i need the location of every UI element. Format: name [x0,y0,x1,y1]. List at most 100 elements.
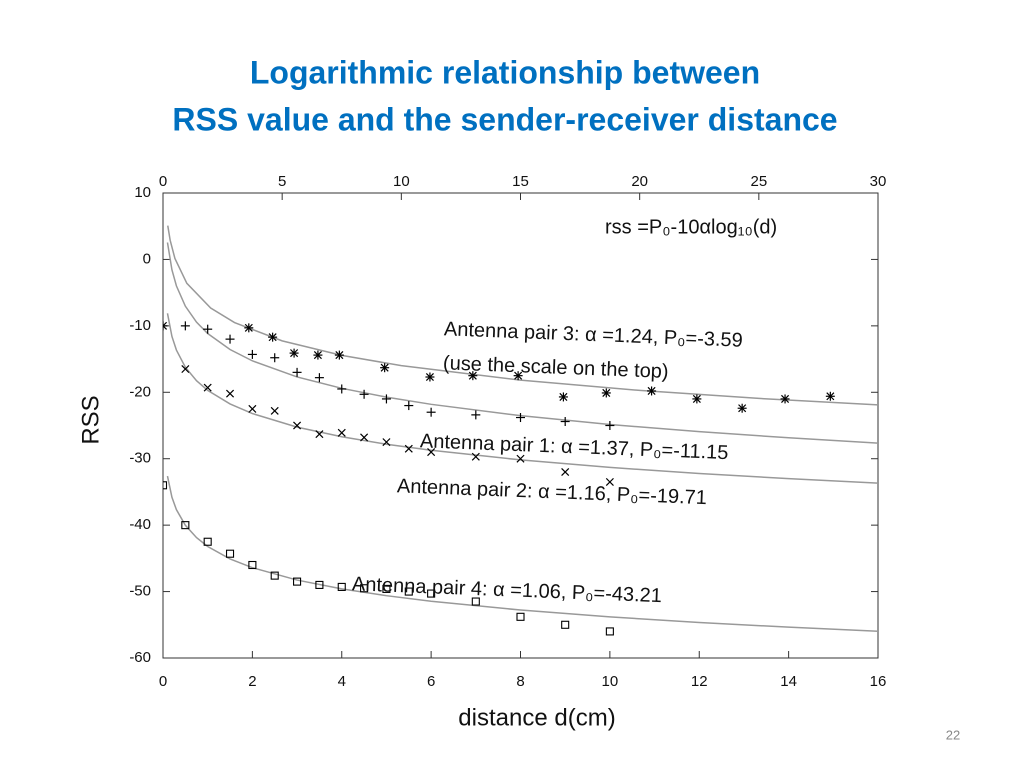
fit-curve [166,475,878,632]
marker-stroke [226,389,235,398]
data-point [605,421,615,430]
marker-stroke [270,571,279,580]
marker-stroke [647,386,656,395]
marker-stroke [337,582,346,591]
data-point [270,571,279,580]
data-point [313,350,323,360]
data-point [163,321,168,331]
data-point [471,410,481,420]
marker-stroke [337,428,346,437]
data-point [471,597,480,606]
data-point [647,386,657,396]
data-point [163,481,168,490]
marker-stroke [471,597,480,606]
data-point [180,321,190,331]
data-point [314,373,324,383]
fit-curve [167,225,878,406]
marker-stroke [181,521,190,530]
data-point [315,580,324,589]
y-tick-label: -30 [129,450,151,467]
y-tick-label: -60 [129,649,151,666]
marker-stroke [203,537,212,546]
annotation: Antenna pair 2: α =1.16, P₀=-19.71 [397,475,708,509]
marker-stroke [293,577,302,586]
data-point [561,620,570,629]
marker-stroke [293,421,302,430]
data-point [203,383,212,392]
marker-stroke [404,444,413,453]
x-tick-label: 14 [780,673,797,690]
data-point [247,349,257,359]
x-tick-label: 16 [870,673,887,690]
slide-title: Logarithmic relationship between [250,54,760,90]
marker-stroke [335,351,344,360]
marker-stroke [360,584,369,593]
data-point [516,413,525,423]
data-point [244,323,254,333]
marker-stroke [244,323,253,332]
data-point [404,587,413,596]
marker-stroke [561,467,570,477]
marker-stroke [516,454,525,463]
marker-stroke [602,388,611,397]
x-tick-label: 6 [427,673,435,690]
x2-tick-label: 30 [870,173,887,190]
data-point [471,452,480,461]
marker-stroke [427,448,436,457]
data-point [270,406,279,415]
slide-title: RSS value and the sender-receiver distan… [172,101,837,137]
annotation: Antenna pair 3: α =1.24, P₀=-3.59 [444,318,744,351]
data-point [337,428,346,437]
data-point [381,394,391,404]
data-point [293,421,302,430]
data-point [426,407,436,417]
data-point [561,467,570,477]
marker-stroke [427,589,436,598]
marker-stroke [313,351,322,360]
marker-stroke [559,392,568,401]
data-point [293,577,302,586]
data-point [516,454,525,463]
y-axis-label: RSS [77,395,104,444]
data-point [468,371,478,381]
y-tick-label: 10 [134,184,151,201]
data-point [315,430,324,439]
data-point [163,321,168,330]
fit-curve [166,313,878,484]
x2-tick-label: 25 [750,173,767,190]
marker-stroke [315,580,324,589]
marker-stroke [404,587,413,596]
annotation: Antenna pair 1: α =1.37, P₀=-11.15 [420,430,729,464]
y-tick-label: -10 [129,317,151,334]
data-point [337,384,347,394]
marker-stroke [781,394,790,403]
data-point [558,392,568,402]
data-point [181,521,190,530]
y-tick-label: -40 [129,516,151,533]
marker-stroke [468,371,477,380]
x-tick-label: 12 [691,673,708,690]
x2-tick-label: 10 [393,173,410,190]
marker-stroke [225,549,235,558]
marker-stroke [315,430,324,439]
marker-stroke [382,438,391,447]
data-point [268,332,278,342]
x2-tick-label: 20 [631,173,648,190]
data-point [292,367,302,377]
data-point [225,549,235,558]
x2-tick-label: 15 [512,173,529,190]
data-point [248,560,257,570]
marker-stroke [605,477,614,486]
marker-stroke [203,383,212,392]
data-point [380,363,390,373]
data-point [425,372,435,382]
marker-stroke [248,560,257,570]
data-point [737,403,747,413]
y-tick-label: -50 [129,583,151,600]
x-tick-label: 2 [248,673,256,690]
marker-stroke [561,620,570,629]
data-point [270,353,280,363]
marker-stroke [692,394,701,403]
data-point [203,537,212,546]
data-point [516,612,525,621]
